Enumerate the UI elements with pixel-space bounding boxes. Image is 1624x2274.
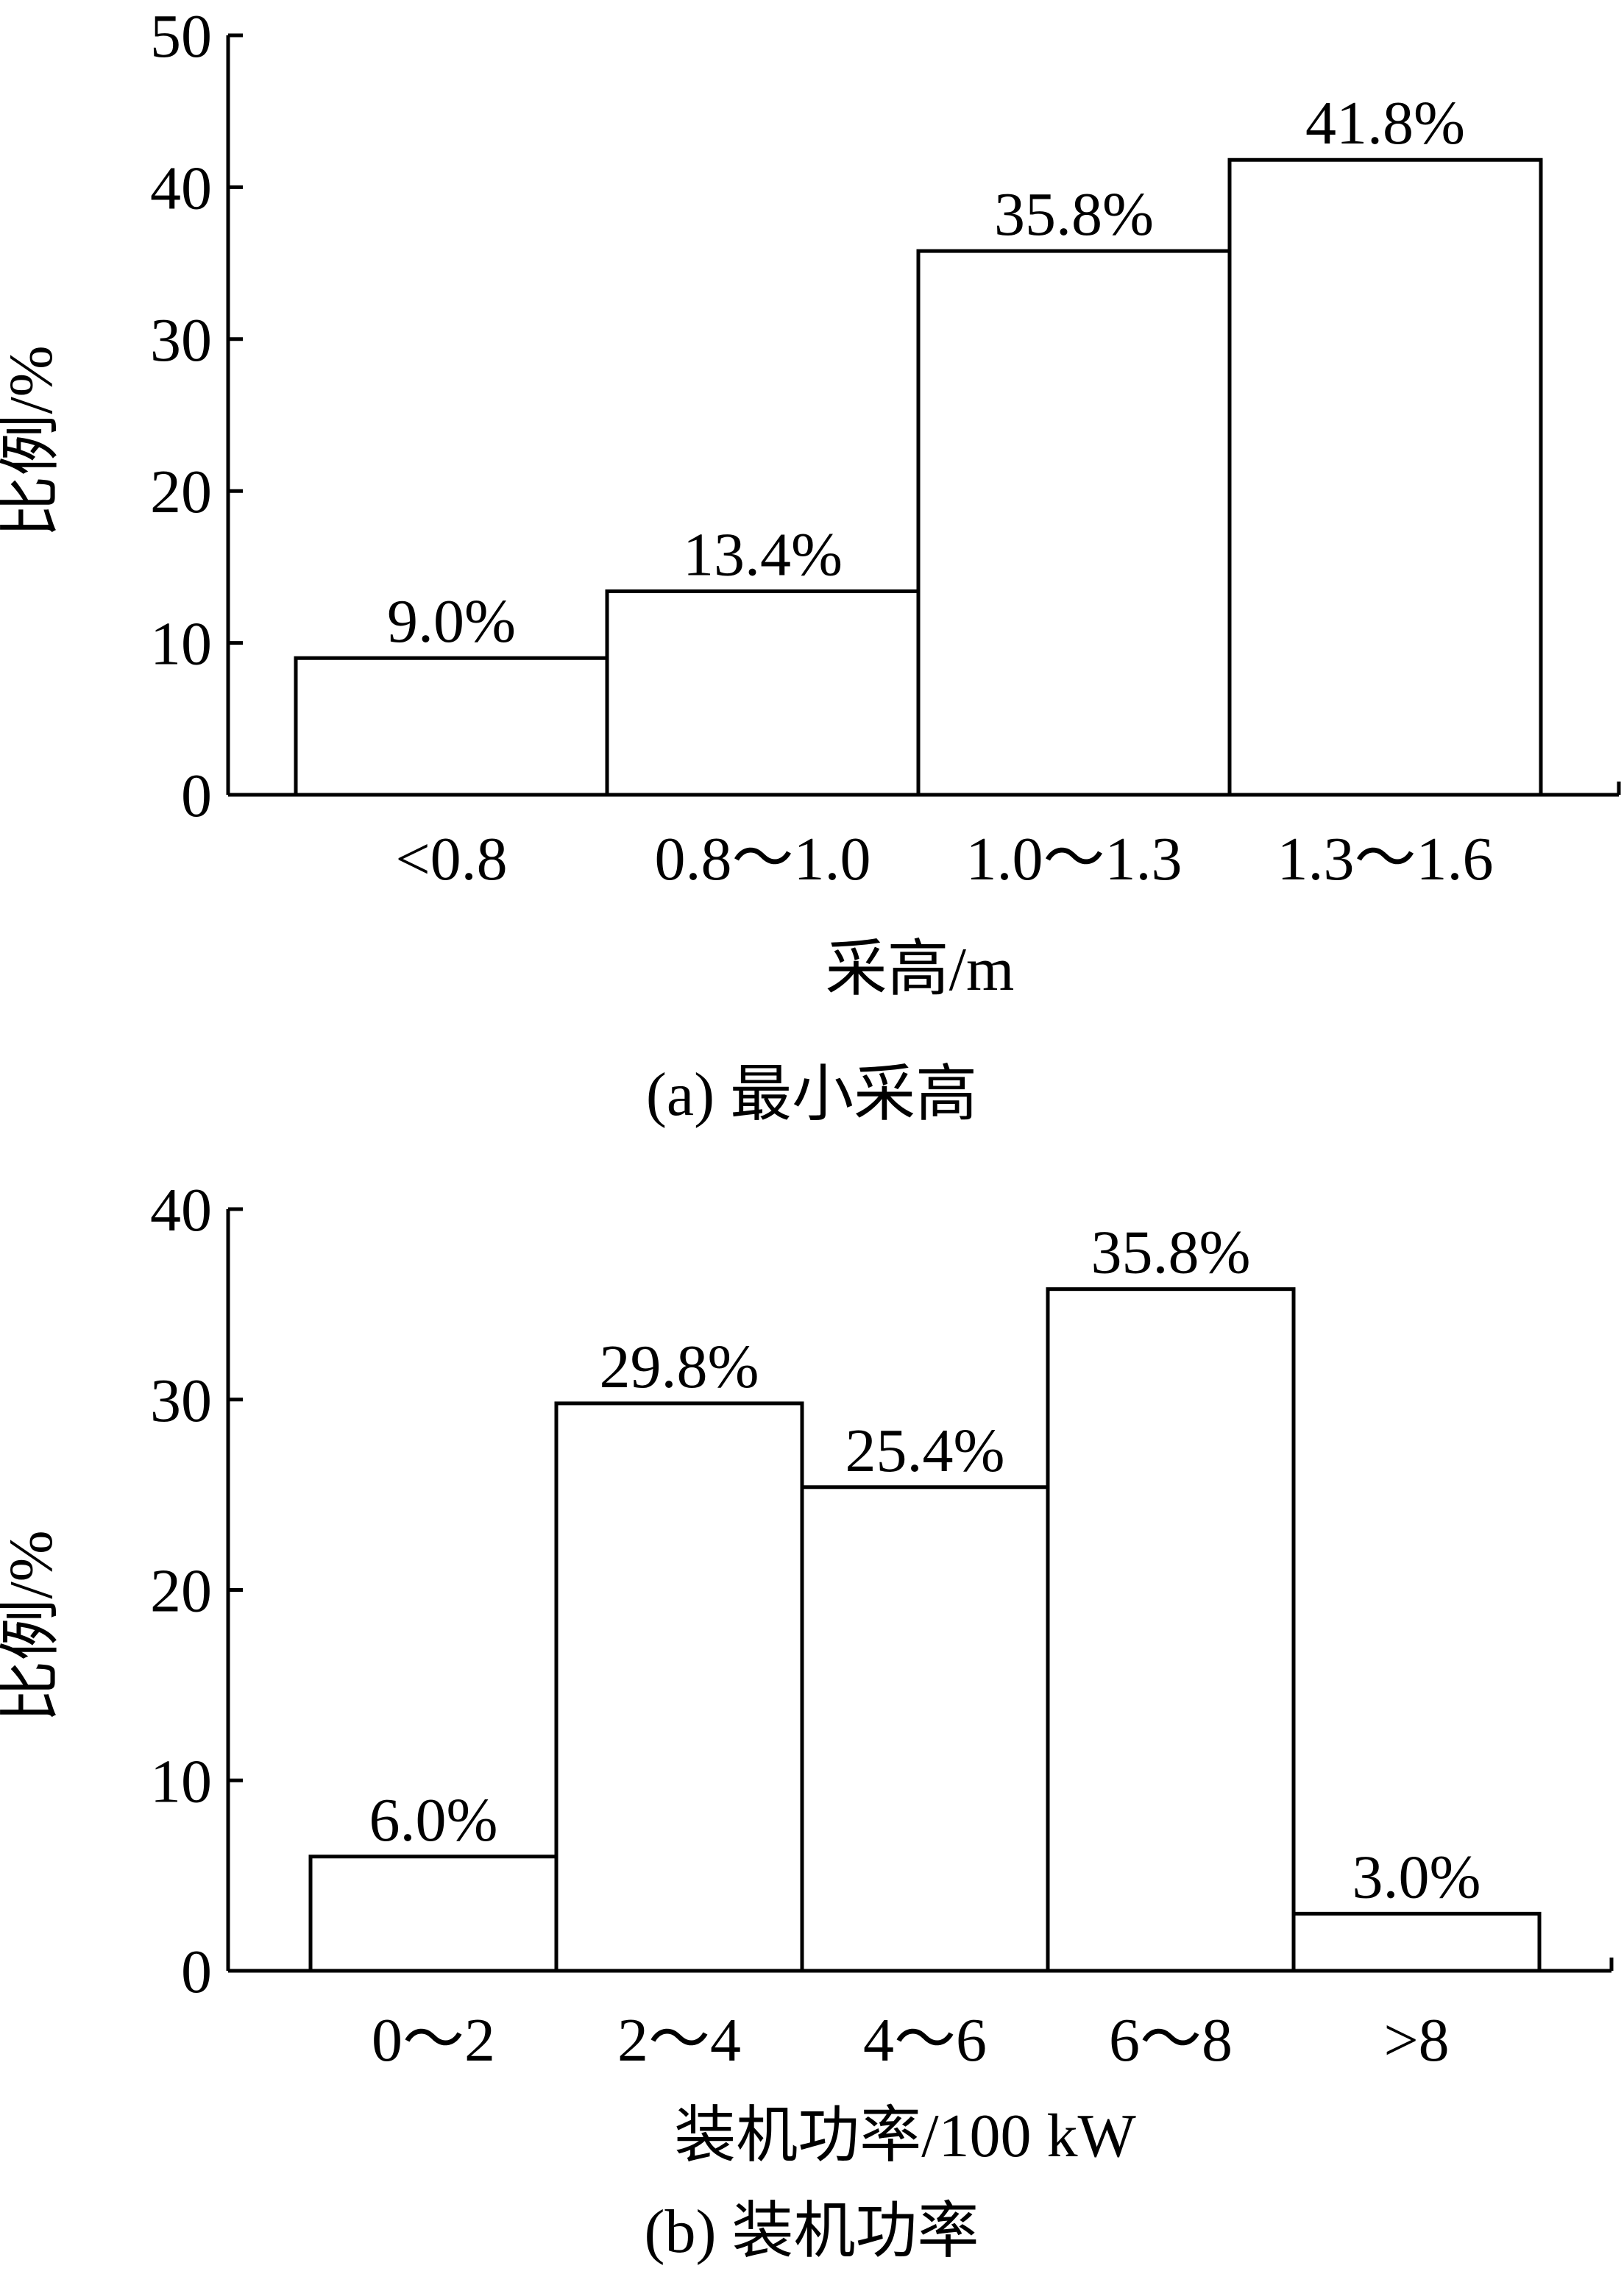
y-axis-title: 比例/%	[0, 1530, 65, 1722]
x-category-label: >8	[1383, 2006, 1449, 2075]
bar	[554, 1401, 804, 1973]
x-category-label: 6～8	[1109, 2006, 1233, 2075]
y-tick-label: 0	[181, 1938, 212, 2006]
x-category-label: <0.8	[395, 825, 507, 893]
y-tick-label: 0	[181, 762, 212, 830]
caption-a: (a) 最小采高	[646, 1060, 977, 1129]
x-axis-title: 采高/m	[826, 935, 1015, 1004]
bar-value-label: 3.0%	[1352, 1843, 1481, 1911]
bar-value-label: 25.4%	[845, 1417, 1005, 1485]
x-category-label: 1.3～1.6	[1277, 825, 1493, 893]
y-tick-label: 10	[150, 1747, 212, 1816]
bar	[1046, 1287, 1296, 1973]
caption-b: (b) 装机功率	[645, 2197, 979, 2266]
bar-value-label: 13.4%	[683, 520, 843, 589]
bar-value-label: 6.0%	[369, 1786, 498, 1855]
y-tick-label: 20	[150, 458, 212, 526]
chart-a: 0 10 20 30 40 50 9.0% <0.8 13.4% 0.8～1.0 35.8% 1.0～…	[0, 2, 1621, 1004]
x-category-label: 0～2	[372, 2006, 495, 2075]
y-tick-label: 10	[150, 610, 212, 679]
x-axis-title: 装机功率/100 kW	[674, 2102, 1136, 2170]
bar-value-label: 9.0%	[387, 587, 516, 656]
y-tick-label: 40	[150, 154, 212, 222]
y-tick-label: 30	[150, 1367, 212, 1435]
bar	[1291, 1911, 1542, 1973]
bar-value-label: 35.8%	[1091, 1219, 1251, 1287]
bar-value-label: 29.8%	[600, 1333, 759, 1401]
bar	[916, 249, 1232, 797]
y-tick-label: 30	[150, 306, 212, 375]
bar-value-label: 35.8%	[994, 180, 1154, 249]
x-category-label: 0.8～1.0	[654, 825, 870, 893]
y-axis-title: 比例/%	[0, 345, 65, 537]
x-category-label: 4～6	[863, 2006, 987, 2075]
y-tick-label: 20	[150, 1557, 212, 1626]
x-category-label: 2～4	[617, 2006, 741, 2075]
bar-value-label: 41.8%	[1305, 89, 1465, 157]
bar	[605, 589, 921, 797]
bar	[1227, 157, 1543, 797]
bar	[294, 656, 609, 797]
x-category-label: 1.0～1.3	[965, 825, 1182, 893]
y-tick-label: 50	[150, 2, 212, 71]
bar	[308, 1855, 559, 1973]
bar	[800, 1485, 1050, 1973]
chart-b: 0 10 20 30 40 6.0% 0～2 29.8% 2～4 25.4% 4～6 35.8% 6～8…	[0, 1176, 1614, 2170]
y-tick-label: 40	[150, 1176, 212, 1244]
